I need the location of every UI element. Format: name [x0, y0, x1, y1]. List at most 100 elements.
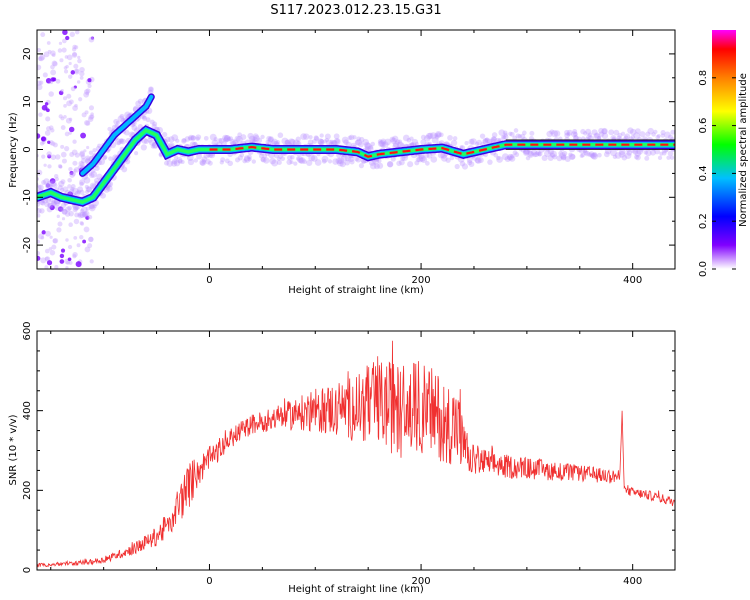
noise-point	[68, 260, 73, 265]
noise-point	[47, 164, 52, 169]
halo-point	[46, 180, 53, 188]
noise-point	[73, 235, 78, 240]
halo-point	[670, 129, 675, 135]
halo-point	[76, 189, 82, 195]
halo-point	[589, 152, 595, 159]
halo-point	[523, 148, 530, 155]
halo-point	[77, 186, 84, 193]
noise-point	[40, 257, 47, 264]
halo-point	[392, 135, 399, 142]
halo-point	[330, 140, 338, 147]
halo-point	[655, 134, 661, 140]
noise-point	[50, 64, 55, 70]
noise-point	[74, 206, 79, 211]
halo-point	[493, 152, 499, 158]
halo-point	[171, 134, 179, 141]
noise-point	[37, 255, 41, 261]
halo-point	[645, 131, 651, 137]
colorbar-tick-label: 0.8	[698, 70, 709, 86]
noise-point	[66, 100, 72, 107]
halo-point	[549, 129, 555, 135]
halo-point	[629, 128, 637, 136]
halo-point	[102, 155, 107, 161]
halo-point	[281, 137, 289, 145]
halo-point	[435, 130, 442, 138]
halo-point	[166, 160, 174, 167]
halo-point	[190, 135, 196, 141]
halo-point	[601, 127, 608, 135]
halo-point	[310, 155, 318, 162]
halo-point	[430, 156, 438, 163]
noise-point	[38, 55, 45, 62]
halo-point	[380, 138, 387, 145]
noise-point	[39, 54, 46, 61]
colorbar-tick-label: 0.4	[698, 165, 709, 181]
halo-point	[566, 132, 571, 137]
halo-point	[459, 160, 466, 167]
halo-point	[556, 155, 563, 162]
halo-point	[361, 158, 367, 164]
noise-point	[49, 80, 53, 85]
halo-point	[487, 159, 493, 165]
halo-point	[662, 151, 667, 156]
halo-point	[334, 138, 340, 144]
halo-point	[532, 152, 538, 158]
halo-point	[377, 139, 383, 144]
halo-point	[598, 127, 604, 134]
noise-point	[69, 172, 75, 178]
halo-point	[313, 135, 319, 141]
x-tick-label: 200	[412, 275, 431, 286]
halo-point	[79, 208, 85, 213]
halo-point	[397, 139, 403, 144]
noise-point	[41, 230, 46, 235]
halo-point	[149, 119, 155, 125]
halo-point	[209, 133, 217, 141]
halo-point	[490, 138, 496, 144]
halo-point	[333, 133, 340, 140]
noise-point	[88, 171, 93, 176]
noise-point	[45, 183, 52, 190]
halo-point	[415, 157, 421, 163]
halo-point	[380, 142, 386, 148]
halo-point	[284, 139, 291, 146]
halo-point	[308, 135, 313, 140]
halo-point	[312, 138, 317, 144]
halo-point	[630, 134, 636, 140]
halo-point	[560, 155, 567, 161]
noise-point	[55, 78, 61, 84]
halo-point	[564, 155, 571, 162]
halo-point	[251, 159, 257, 164]
noise-point	[65, 260, 71, 265]
halo-point	[314, 136, 320, 142]
halo-point	[152, 121, 158, 127]
halo-point	[343, 139, 349, 146]
halo-point	[370, 141, 375, 147]
halo-point	[79, 179, 85, 186]
halo-point	[420, 134, 426, 140]
x-tick-label: 0	[206, 275, 212, 286]
halo-point	[613, 129, 620, 136]
halo-point	[592, 152, 598, 158]
halo-point	[143, 138, 149, 145]
halo-point	[484, 137, 491, 144]
halo-point	[664, 131, 671, 139]
halo-point	[503, 132, 508, 137]
halo-point	[377, 158, 382, 164]
halo-point	[537, 151, 543, 157]
noise-point	[84, 89, 90, 95]
noise-point	[37, 80, 42, 86]
halo-point	[67, 205, 73, 211]
noise-point	[61, 217, 66, 221]
halo-point	[60, 202, 67, 208]
halo-point	[306, 159, 313, 167]
halo-point	[119, 113, 125, 119]
noise-point	[83, 226, 90, 233]
noise-point	[56, 214, 60, 218]
noise-point	[44, 130, 51, 136]
halo-point	[295, 136, 301, 142]
halo-point	[394, 139, 401, 145]
halo-point	[476, 139, 482, 146]
halo-point	[508, 131, 513, 136]
noise-point	[45, 77, 52, 84]
